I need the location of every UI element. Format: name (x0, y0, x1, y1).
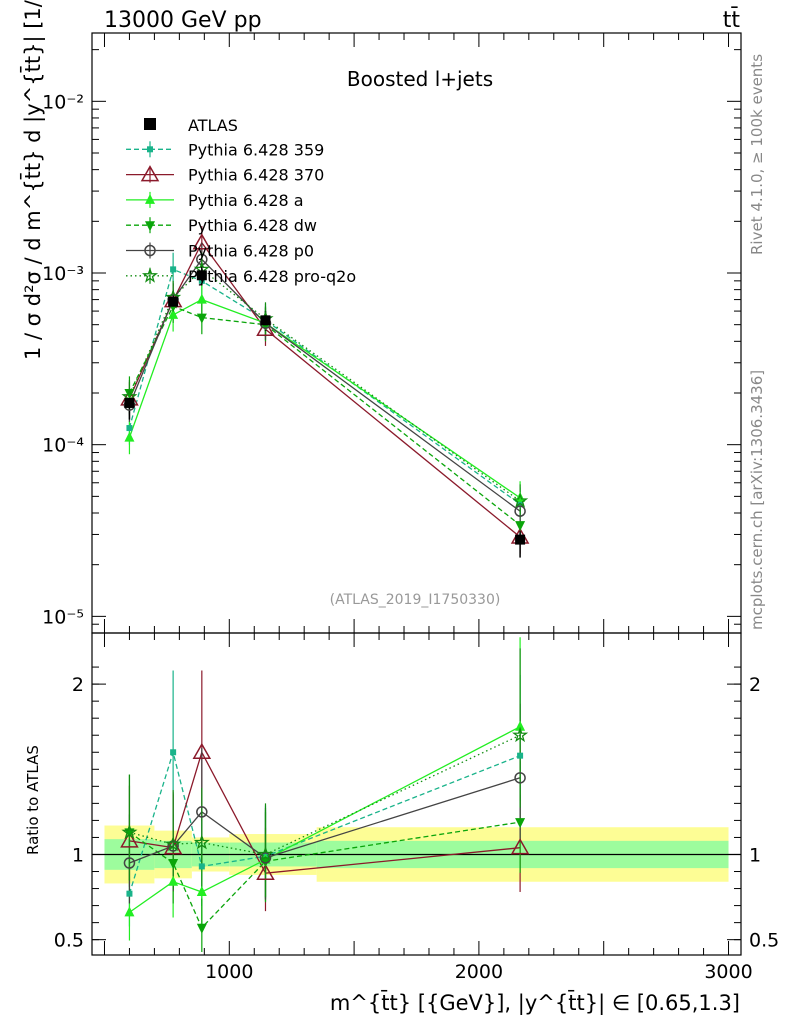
legend-label-2: Pythia 6.428 a (188, 191, 304, 210)
header-right: tt̄ (723, 7, 741, 33)
main-line-3 (128, 305, 521, 526)
ratio-y-tick-label-left-0: 0.5 (54, 930, 84, 952)
x-tick-label-2: 3000 (704, 961, 752, 983)
ratio-point-s0-p4 (517, 752, 524, 759)
main-point-s1-p3 (256, 319, 275, 337)
ratio-point-s0-p1 (170, 749, 177, 756)
legend-marker-5 (141, 267, 159, 283)
y-axis-label-ratio: Ratio to ATLAS (24, 745, 42, 855)
main-point-s0-p2 (198, 277, 205, 284)
header-left: 13000 GeV pp (104, 8, 262, 33)
x-tick-label-1: 2000 (455, 961, 503, 983)
ratio-point-s3-p1 (168, 859, 179, 869)
legend-label-4: Pythia 6.428 p0 (188, 242, 314, 261)
chart-title: Boosted l+jets (347, 67, 493, 91)
ratio-point-s5-p1 (164, 835, 182, 852)
legend-marker-2 (145, 193, 155, 204)
ratio-point-s5-p4 (512, 726, 529, 743)
legend-marker-4 (144, 244, 156, 257)
main-point-s2-p1 (168, 308, 179, 319)
ratio-point-s5-p2 (193, 834, 210, 850)
ratio-point-s2-p0 (124, 906, 135, 917)
data-point-3 (260, 315, 271, 326)
ratio-point-s5-p3 (257, 845, 274, 862)
ratio-y-tick-label-right-0: 0.5 (749, 930, 779, 952)
legend: ATLAS Pythia 6.428 359 Pythia 6.428 370 Pyt… (126, 116, 356, 286)
ratio-point-s1-p3 (256, 863, 275, 880)
legend-label-atlas: ATLAS (188, 116, 238, 135)
ratio-point-s2-p1 (168, 875, 179, 886)
ratio-frame (91, 632, 742, 956)
main-series-lines (128, 241, 521, 538)
x-axis-label: m^{t̄t} [{GeV}], |y^{t̄t}| ∈ [0.65,1.3] (330, 990, 740, 1016)
main-line-1 (128, 241, 521, 538)
data-point-4 (515, 534, 526, 545)
main-y-tick-label-2: 10⁻³ (42, 263, 84, 285)
analysis-watermark: (ATLAS_2019_I1750330) (330, 592, 501, 608)
ratio-point-s1-p0 (120, 831, 139, 848)
ratio-point-s2-p4 (515, 720, 526, 731)
ratio-point-s4-p1 (167, 840, 179, 852)
main-axes: 10⁻⁵ 10⁻⁴ 10⁻³ 10⁻² (42, 32, 742, 634)
main-point-s5-p4 (512, 492, 529, 508)
main-y-tick-label-1: 10⁻⁴ (42, 435, 84, 457)
main-point-s0-p1 (170, 266, 177, 273)
data-point-2 (196, 270, 207, 281)
ratio-point-s3-p4 (515, 818, 526, 829)
ratio-point-s2-p2 (196, 885, 207, 896)
main-point-s1-p2 (192, 233, 212, 250)
ratio-y-tick-label-right-1: 1 (749, 844, 761, 866)
main-line-4 (128, 258, 521, 512)
main-point-s2-p2 (196, 293, 207, 304)
main-point-s4-p4 (514, 505, 526, 517)
ratio-point-s0-p0 (126, 890, 133, 897)
legend-label-0: Pythia 6.428 359 (188, 140, 324, 159)
side-text-top: Rivet 4.1.0, ≥ 100k events (748, 54, 766, 255)
ratio-point-s0-p2 (198, 863, 205, 870)
main-markers (120, 233, 530, 545)
legend-label-5: Pythia 6.428 pro-q2o (188, 267, 356, 286)
legend-marker-1 (140, 165, 160, 182)
main-point-s3-p0 (124, 389, 135, 399)
ratio-y-tick-label-left-1: 1 (72, 844, 84, 866)
side-text-bottom: mcplots.cern.ch [arXiv:1306.3436] (748, 370, 766, 630)
ratio-point-s4-p4 (514, 772, 526, 784)
legend-marker-3 (145, 221, 155, 232)
ratio-axes: 0.5 0.5 1 1 2 2 1000 2000 3000 (54, 632, 779, 983)
ratio-point-s3-p2 (196, 923, 207, 934)
ratio-markers (120, 720, 530, 934)
legend-label-3: Pythia 6.428 dw (188, 216, 317, 235)
ratio-uncertainty-bands (92, 825, 741, 884)
y-axis-label-main: 1 / σ d²σ / d m^{t̄t} d |y^{t̄t}| [1/GeV… (20, 0, 46, 360)
ratio-point-s1-p1 (163, 838, 183, 855)
ratio-y-tick-label-right-2: 2 (749, 674, 761, 696)
ratio-point-s1-p2 (192, 742, 212, 760)
data-point-1 (168, 296, 179, 307)
ratio-point-s4-p3 (259, 852, 272, 864)
ratio-y-tick-label-left-2: 2 (72, 674, 84, 696)
ratio-series-lines (128, 637, 521, 953)
ratio-point-s5-p0 (121, 823, 138, 840)
main-point-s3-p2 (196, 313, 207, 324)
ratio-point-s1-p4 (510, 838, 530, 855)
main-line-5 (128, 268, 521, 502)
x-tick-label-0: 1000 (205, 961, 253, 983)
legend-marker-0 (147, 146, 153, 153)
ratio-point-s4-p0 (123, 857, 136, 869)
main-point-s0-p0 (126, 425, 133, 432)
main-y-tick-label-0: 10⁻⁵ (42, 606, 84, 628)
main-point-s3-p4 (515, 521, 526, 532)
ratio-point-s4-p2 (196, 806, 208, 818)
main-line-0 (128, 268, 521, 505)
main-y-tick-label-3: 10⁻² (42, 91, 84, 113)
main-point-s2-p0 (124, 431, 135, 442)
legend-marker-atlas (144, 118, 156, 130)
ratio-line-2 (129, 726, 521, 913)
data-point-0 (124, 397, 135, 408)
legend-label-1: Pythia 6.428 370 (188, 166, 324, 185)
